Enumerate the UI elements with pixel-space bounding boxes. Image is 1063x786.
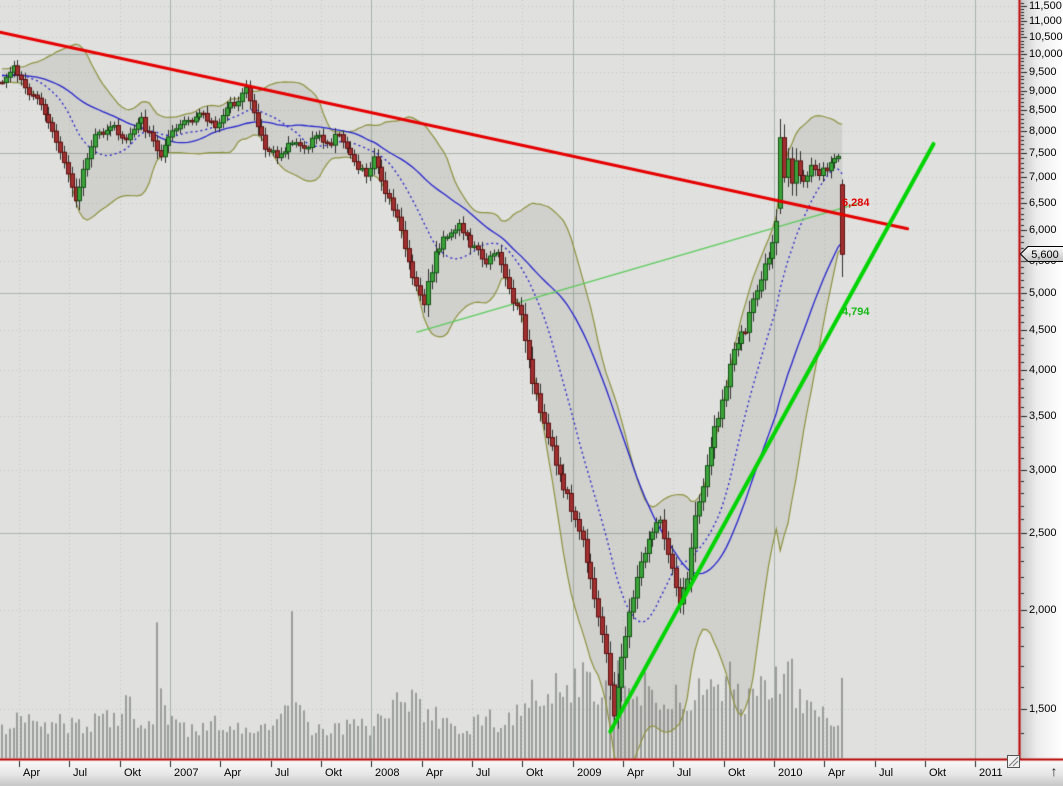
time-axis-month-label: Jul bbox=[275, 767, 290, 779]
time-axis-year-label: 2011 bbox=[979, 767, 1003, 779]
time-axis-month-label: Jul bbox=[879, 767, 894, 779]
price-axis-label: 10,000 bbox=[1029, 48, 1063, 60]
price-axis-label: 8,500 bbox=[1029, 104, 1057, 116]
last-price-marker: 5,600 bbox=[1020, 246, 1063, 262]
marker-price-text: 5,600 bbox=[1031, 249, 1059, 261]
price-axis-label: 6,000 bbox=[1029, 224, 1057, 236]
resize-grip-icon[interactable] bbox=[1007, 755, 1020, 768]
time-axis-month-label: Apr bbox=[426, 767, 444, 779]
time-axis-year-label: 2009 bbox=[577, 767, 602, 779]
price-axis-label: 7,500 bbox=[1029, 147, 1057, 159]
time-axis-month-label: Apr bbox=[627, 767, 645, 779]
price-axis-label: 7,000 bbox=[1029, 171, 1057, 183]
price-axis-label: 2,000 bbox=[1029, 604, 1057, 616]
time-axis-month-label: Okt bbox=[124, 767, 142, 779]
time-axis-month-label: Okt bbox=[728, 767, 746, 779]
time-axis-month-label: Jul bbox=[73, 767, 88, 779]
price-axis-label: 11,000 bbox=[1029, 15, 1062, 27]
trendline-value-label: 6,284 bbox=[842, 197, 870, 209]
time-axis-year-label: 2010 bbox=[778, 767, 803, 779]
price-axis-label: 9,000 bbox=[1029, 85, 1057, 97]
time-axis-month-label: Apr bbox=[828, 767, 846, 779]
price-axis-label: 4,500 bbox=[1029, 324, 1057, 336]
price-axis-label: 1,500 bbox=[1029, 703, 1057, 715]
time-axis-month-label: Jul bbox=[677, 767, 692, 779]
price-axis-label: 4,000 bbox=[1029, 364, 1057, 376]
price-axis-label: 3,500 bbox=[1029, 410, 1057, 422]
time-axis-month-label: Okt bbox=[526, 767, 544, 779]
trendline-value-label: 4,794 bbox=[842, 306, 870, 318]
time-axis-month-label: Jul bbox=[476, 767, 491, 779]
time-axis-month-label: Apr bbox=[224, 767, 242, 779]
price-axis-label: 9,500 bbox=[1029, 66, 1057, 78]
price-axis-label: 3,000 bbox=[1029, 464, 1057, 476]
price-axis-label: 8,000 bbox=[1029, 125, 1057, 137]
scroll-up-arrow[interactable]: ↑ bbox=[1050, 763, 1058, 779]
price-axis-label: 6,500 bbox=[1029, 197, 1057, 209]
time-axis-month-label: Okt bbox=[325, 767, 343, 779]
price-axis-label: 5,000 bbox=[1029, 287, 1057, 299]
marker-arrow-shape bbox=[1020, 246, 1063, 262]
price-axis-label: 11,500 bbox=[1029, 0, 1062, 12]
price-axis-label: 10,500 bbox=[1029, 31, 1063, 43]
time-axis-month-label: Apr bbox=[23, 767, 41, 779]
time-axis-year-label: 2008 bbox=[375, 767, 400, 779]
price-axis-label: 2,500 bbox=[1029, 527, 1057, 539]
time-axis-month-label: Okt bbox=[929, 767, 947, 779]
time-axis-year-label: 2007 bbox=[174, 767, 199, 779]
